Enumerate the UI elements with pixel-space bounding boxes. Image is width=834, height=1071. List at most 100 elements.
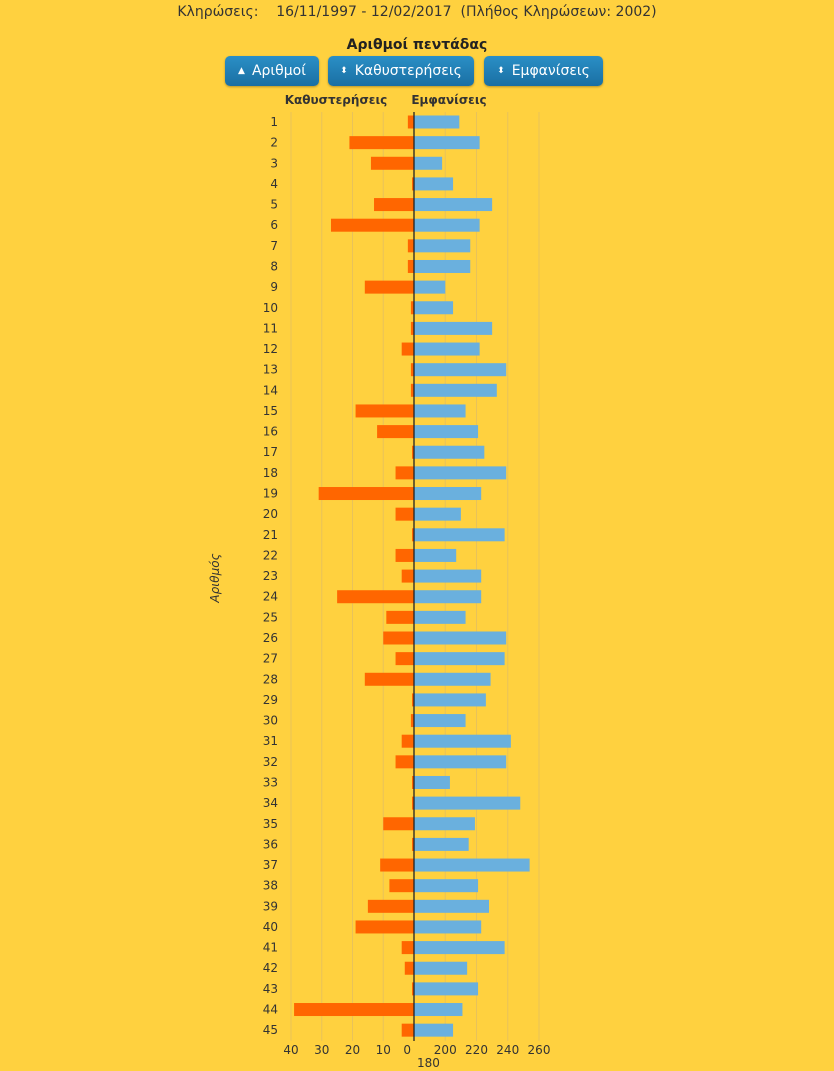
y-tick-label: 1 bbox=[270, 115, 278, 129]
bar-appearance bbox=[414, 652, 505, 666]
y-tick-label: 18 bbox=[263, 466, 278, 480]
x-tick-label-left: 10 bbox=[376, 1043, 391, 1057]
x-tick-label-right: 260 bbox=[528, 1043, 551, 1057]
y-tick-label: 43 bbox=[263, 982, 278, 996]
bar-delay bbox=[410, 363, 414, 377]
bar-delay bbox=[407, 115, 414, 129]
y-tick-label: 7 bbox=[270, 239, 278, 253]
y-tick-label: 26 bbox=[263, 631, 278, 645]
x-tick-label-left: 0 bbox=[403, 1043, 411, 1057]
legend-appearances: Εμφανίσεις bbox=[411, 93, 486, 107]
bar-delay bbox=[294, 1003, 414, 1017]
y-tick-label: 33 bbox=[263, 775, 278, 789]
y-tick-label: 19 bbox=[263, 487, 278, 501]
bar-delay bbox=[364, 280, 414, 294]
y-axis-label: Αριθμός bbox=[208, 553, 222, 603]
sort-numbers-button[interactable]: ▲ Αριθμοί bbox=[225, 56, 319, 86]
date-range: 16/11/1997 - 12/02/2017 bbox=[276, 4, 452, 20]
bar-delay bbox=[395, 548, 414, 562]
bar-delay bbox=[412, 445, 414, 459]
bar-appearance bbox=[414, 301, 454, 315]
bar-appearance bbox=[414, 321, 493, 335]
y-tick-label: 31 bbox=[263, 734, 278, 748]
y-tick-label: 16 bbox=[263, 425, 278, 439]
y-tick-label: 24 bbox=[263, 590, 278, 604]
y-tick-label: 14 bbox=[263, 383, 278, 397]
bar-appearance bbox=[414, 198, 493, 212]
x-tick-label-right: 220 bbox=[465, 1043, 488, 1057]
bar-delay bbox=[412, 796, 414, 810]
y-tick-label: 30 bbox=[263, 714, 278, 728]
sort-delays-button[interactable]: ⬍ Καθυστερήσεις bbox=[328, 56, 474, 86]
bar-appearance bbox=[414, 817, 475, 831]
bar-delay bbox=[412, 693, 414, 707]
bar-appearance bbox=[414, 755, 507, 769]
y-tick-label: 20 bbox=[263, 507, 278, 521]
bar-appearance bbox=[414, 631, 507, 645]
bar-delay bbox=[395, 755, 414, 769]
bar-appearance bbox=[414, 363, 507, 377]
bar-appearance bbox=[414, 920, 482, 934]
bar-appearance bbox=[414, 404, 466, 418]
bar-appearance bbox=[414, 796, 521, 810]
bar-appearance bbox=[414, 982, 479, 996]
bar-delay bbox=[410, 321, 414, 335]
bar-appearance bbox=[414, 610, 466, 624]
y-tick-label: 15 bbox=[263, 404, 278, 418]
bar-delay bbox=[355, 404, 414, 418]
bar-delay bbox=[412, 775, 414, 789]
y-tick-label: 39 bbox=[263, 899, 278, 913]
bar-delay bbox=[412, 177, 414, 191]
y-tick-label: 40 bbox=[263, 920, 278, 934]
y-tick-label: 32 bbox=[263, 755, 278, 769]
x-tick-label-left: 30 bbox=[314, 1043, 329, 1057]
y-tick-label: 35 bbox=[263, 817, 278, 831]
y-tick-label: 21 bbox=[263, 528, 278, 542]
bar-delay bbox=[395, 466, 414, 480]
draws-range: Κληρώσεις: 16/11/1997 - 12/02/2017 (Πλήθ… bbox=[0, 4, 834, 20]
bar-appearance bbox=[414, 466, 507, 480]
bar-delay bbox=[412, 528, 414, 542]
y-tick-label: 44 bbox=[263, 1003, 278, 1017]
bar-appearance bbox=[414, 548, 457, 562]
y-tick-label: 5 bbox=[270, 198, 278, 212]
bar-delay bbox=[410, 301, 414, 315]
bar-delay bbox=[355, 920, 414, 934]
y-tick-label: 29 bbox=[263, 693, 278, 707]
sort-icon: ⬍ bbox=[497, 66, 505, 76]
bar-appearance bbox=[414, 775, 450, 789]
bar-appearance bbox=[414, 961, 468, 975]
bar-delay bbox=[407, 259, 414, 273]
x-tick-label-right: 200 bbox=[434, 1043, 457, 1057]
y-tick-label: 23 bbox=[263, 569, 278, 583]
bar-appearance bbox=[414, 239, 471, 253]
y-tick-label: 17 bbox=[263, 445, 278, 459]
bar-delay bbox=[407, 239, 414, 253]
bar-delay bbox=[401, 342, 414, 356]
bar-delay bbox=[401, 941, 414, 955]
bar-appearance bbox=[414, 507, 461, 521]
y-tick-label: 36 bbox=[263, 837, 278, 851]
bar-delay bbox=[374, 198, 414, 212]
bar-appearance bbox=[414, 734, 511, 748]
y-tick-label: 37 bbox=[263, 858, 278, 872]
y-tick-label: 22 bbox=[263, 548, 278, 562]
bar-appearance bbox=[414, 383, 497, 397]
y-tick-label: 6 bbox=[270, 218, 278, 232]
y-tick-label: 3 bbox=[270, 156, 278, 170]
sort-appearances-button[interactable]: ⬍ Εμφανίσεις bbox=[484, 56, 603, 86]
bar-delay bbox=[349, 136, 414, 150]
button-label: Αριθμοί bbox=[251, 63, 306, 79]
x-tick-label-right: 180 bbox=[417, 1056, 440, 1070]
bar-appearance bbox=[414, 177, 454, 191]
y-tick-label: 42 bbox=[263, 961, 278, 975]
bar-appearance bbox=[414, 342, 480, 356]
bar-delay bbox=[401, 569, 414, 583]
y-tick-label: 2 bbox=[270, 136, 278, 150]
bar-appearance bbox=[414, 280, 446, 294]
y-tick-label: 41 bbox=[263, 941, 278, 955]
y-tick-label: 11 bbox=[263, 321, 278, 335]
bar-delay bbox=[401, 1023, 414, 1037]
bar-delay bbox=[412, 837, 414, 851]
y-tick-label: 27 bbox=[263, 652, 278, 666]
